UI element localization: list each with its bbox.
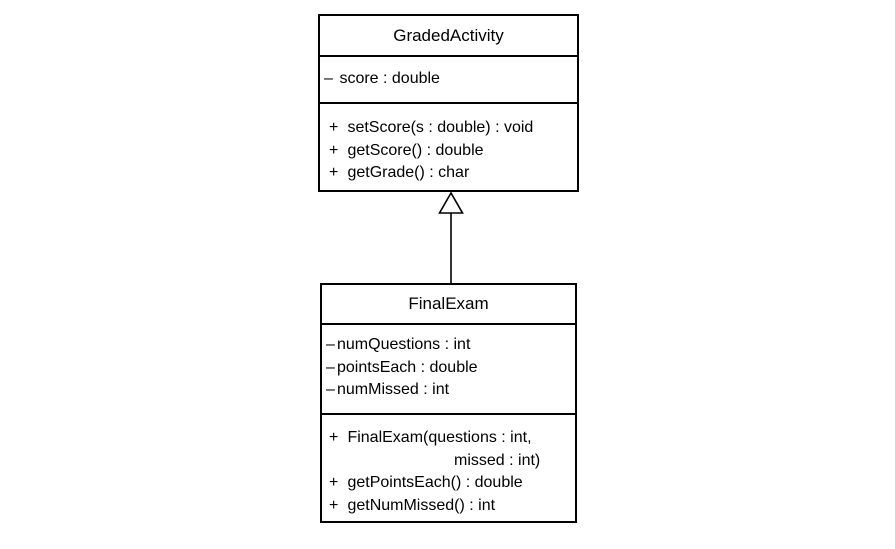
operation-text-continuation: missed : int) (454, 452, 540, 469)
class-name: FinalExam (330, 294, 567, 314)
class-name-section: FinalExam (322, 285, 575, 323)
class-graded-activity: GradedActivity – score : double + setSco… (318, 14, 579, 192)
operation-row: + setScore(s : double) : void (329, 117, 569, 140)
operation-text: getPointsEach() : double (343, 474, 523, 491)
operations-section: + FinalExam(questions : int, missed : in… (322, 413, 575, 517)
operations-section: + setScore(s : double) : void + getScore… (320, 102, 577, 185)
public-visibility-marker: + (329, 140, 343, 163)
operation-row: + getPointsEach() : double (329, 472, 567, 495)
operation-row: + getGrade() : char (329, 162, 569, 185)
attribute-text: score : double (335, 70, 440, 87)
operation-row: + getNumMissed() : int (329, 495, 567, 518)
attribute-row: – pointsEach : double (326, 357, 567, 380)
public-visibility-marker: + (329, 427, 343, 450)
private-visibility-marker: – (326, 379, 337, 402)
operation-row: + getScore() : double (329, 140, 569, 163)
class-name: GradedActivity (328, 26, 569, 46)
class-final-exam: FinalExam – numQuestions : int – pointsEac… (320, 283, 577, 523)
operation-text: getNumMissed() : int (343, 497, 495, 514)
operation-text: getGrade() : char (343, 164, 469, 181)
attribute-text: pointsEach : double (337, 359, 478, 376)
attributes-section: – score : double (320, 55, 577, 102)
private-visibility-marker: – (326, 357, 337, 380)
attribute-row: – score : double (324, 68, 569, 91)
operation-text: setScore(s : double) : void (343, 119, 533, 136)
attribute-row: – numQuestions : int (326, 334, 567, 357)
operation-text: FinalExam(questions : int, (343, 429, 532, 446)
generalization-arrowhead (440, 193, 463, 213)
attribute-row: – numMissed : int (326, 379, 567, 402)
private-visibility-marker: – (324, 68, 335, 91)
attribute-text: numMissed : int (337, 381, 449, 398)
class-name-section: GradedActivity (320, 16, 577, 55)
attribute-text: numQuestions : int (337, 336, 470, 353)
operation-row: + FinalExam(questions : int, (329, 427, 567, 450)
operation-text: getScore() : double (343, 142, 484, 159)
public-visibility-marker: + (329, 162, 343, 185)
private-visibility-marker: – (326, 334, 337, 357)
public-visibility-marker: + (329, 117, 343, 140)
operation-continuation-row: missed : int) (329, 450, 567, 473)
public-visibility-marker: + (329, 472, 343, 495)
attributes-section: – numQuestions : int – pointsEach : double… (322, 323, 575, 413)
public-visibility-marker: + (329, 495, 343, 518)
